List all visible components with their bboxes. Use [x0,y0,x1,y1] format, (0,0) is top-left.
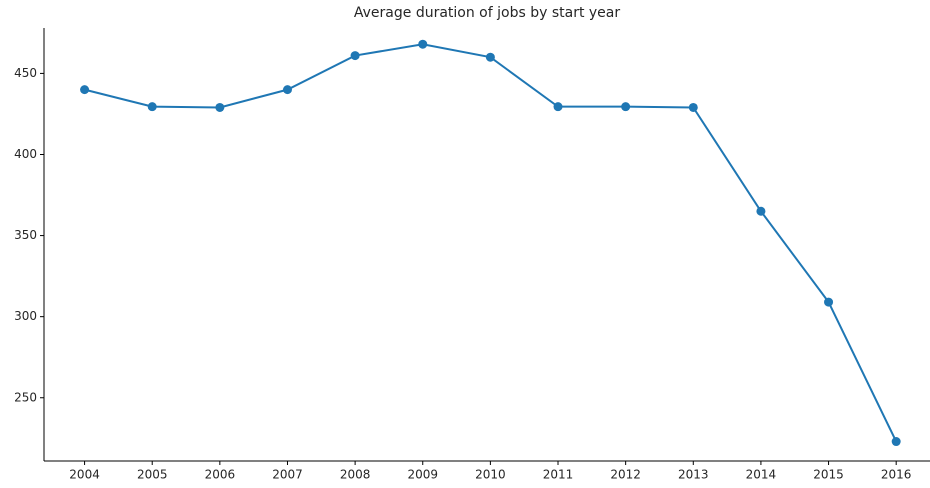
point [282,85,292,95]
x-tick-label: 2008 [340,468,371,482]
point [688,102,698,112]
point [485,52,495,62]
line [84,43,898,442]
x-tick-label: 2010 [475,468,506,482]
x-tick-label: 2011 [543,468,574,482]
x-tick-label: 2015 [813,468,844,482]
x-tick-label: 2016 [881,468,912,482]
point [80,85,90,95]
y-tick-label: 350 [14,228,37,242]
y-tick-label: 400 [14,147,37,161]
point [350,51,360,61]
point [891,437,901,447]
y-tick-label: 250 [14,390,37,404]
point [147,102,157,112]
point [756,206,766,216]
point [621,102,631,112]
point [824,297,834,307]
x-tick-label: 2007 [272,468,303,482]
y-tick-label: 300 [14,309,37,323]
x-tick-label: 2014 [746,468,777,482]
x-tick-label: 2009 [407,468,438,482]
point [215,102,225,112]
x-tick-label: 2005 [137,468,168,482]
point [418,39,428,49]
chart-title: Average duration of jobs by start year [354,5,620,21]
x-tick-label: 2004 [69,468,100,482]
x-tick-label: 2013 [678,468,709,482]
x-tick-label: 2012 [610,468,641,482]
y-tick-label: 450 [14,66,37,80]
point [553,102,563,112]
x-tick-label: 2006 [205,468,236,482]
